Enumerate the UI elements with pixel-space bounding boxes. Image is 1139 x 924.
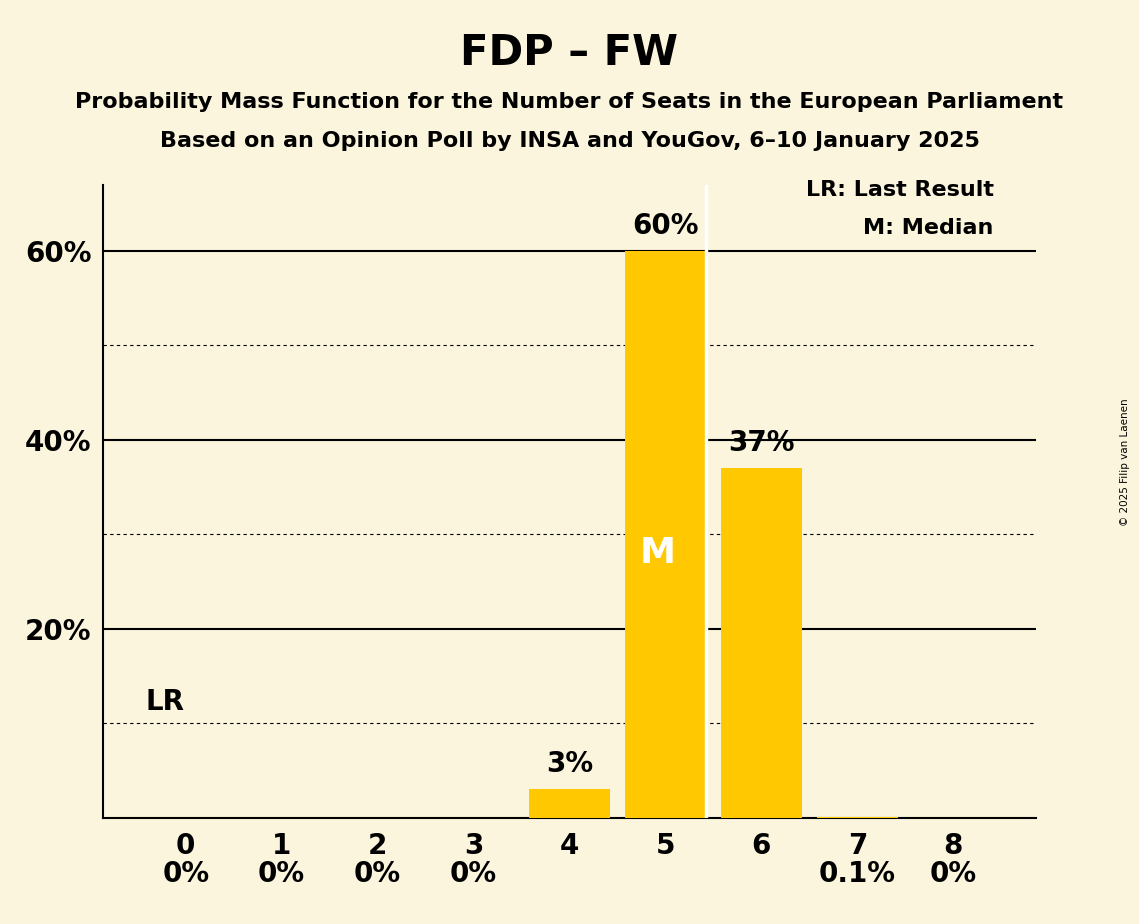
Bar — [624, 251, 706, 818]
Text: M: M — [640, 536, 675, 570]
Bar — [817, 817, 898, 818]
Text: 0%: 0% — [929, 860, 977, 888]
Text: 0%: 0% — [162, 860, 210, 888]
Text: 37%: 37% — [728, 429, 795, 456]
Text: LR: LR — [146, 687, 185, 716]
Bar — [721, 468, 802, 818]
Text: LR: Last Result: LR: Last Result — [805, 180, 993, 201]
Text: 0%: 0% — [259, 860, 305, 888]
Text: © 2025 Filip van Laenen: © 2025 Filip van Laenen — [1120, 398, 1130, 526]
Text: Based on an Opinion Poll by INSA and YouGov, 6–10 January 2025: Based on an Opinion Poll by INSA and You… — [159, 131, 980, 152]
Text: FDP – FW: FDP – FW — [460, 32, 679, 74]
Text: 0%: 0% — [354, 860, 401, 888]
Text: Probability Mass Function for the Number of Seats in the European Parliament: Probability Mass Function for the Number… — [75, 92, 1064, 113]
Text: M: Median: M: Median — [863, 218, 993, 237]
Text: 0%: 0% — [450, 860, 497, 888]
Text: 3%: 3% — [546, 750, 593, 778]
Text: 60%: 60% — [632, 212, 698, 239]
Bar — [528, 789, 611, 818]
Text: 0.1%: 0.1% — [819, 860, 895, 888]
